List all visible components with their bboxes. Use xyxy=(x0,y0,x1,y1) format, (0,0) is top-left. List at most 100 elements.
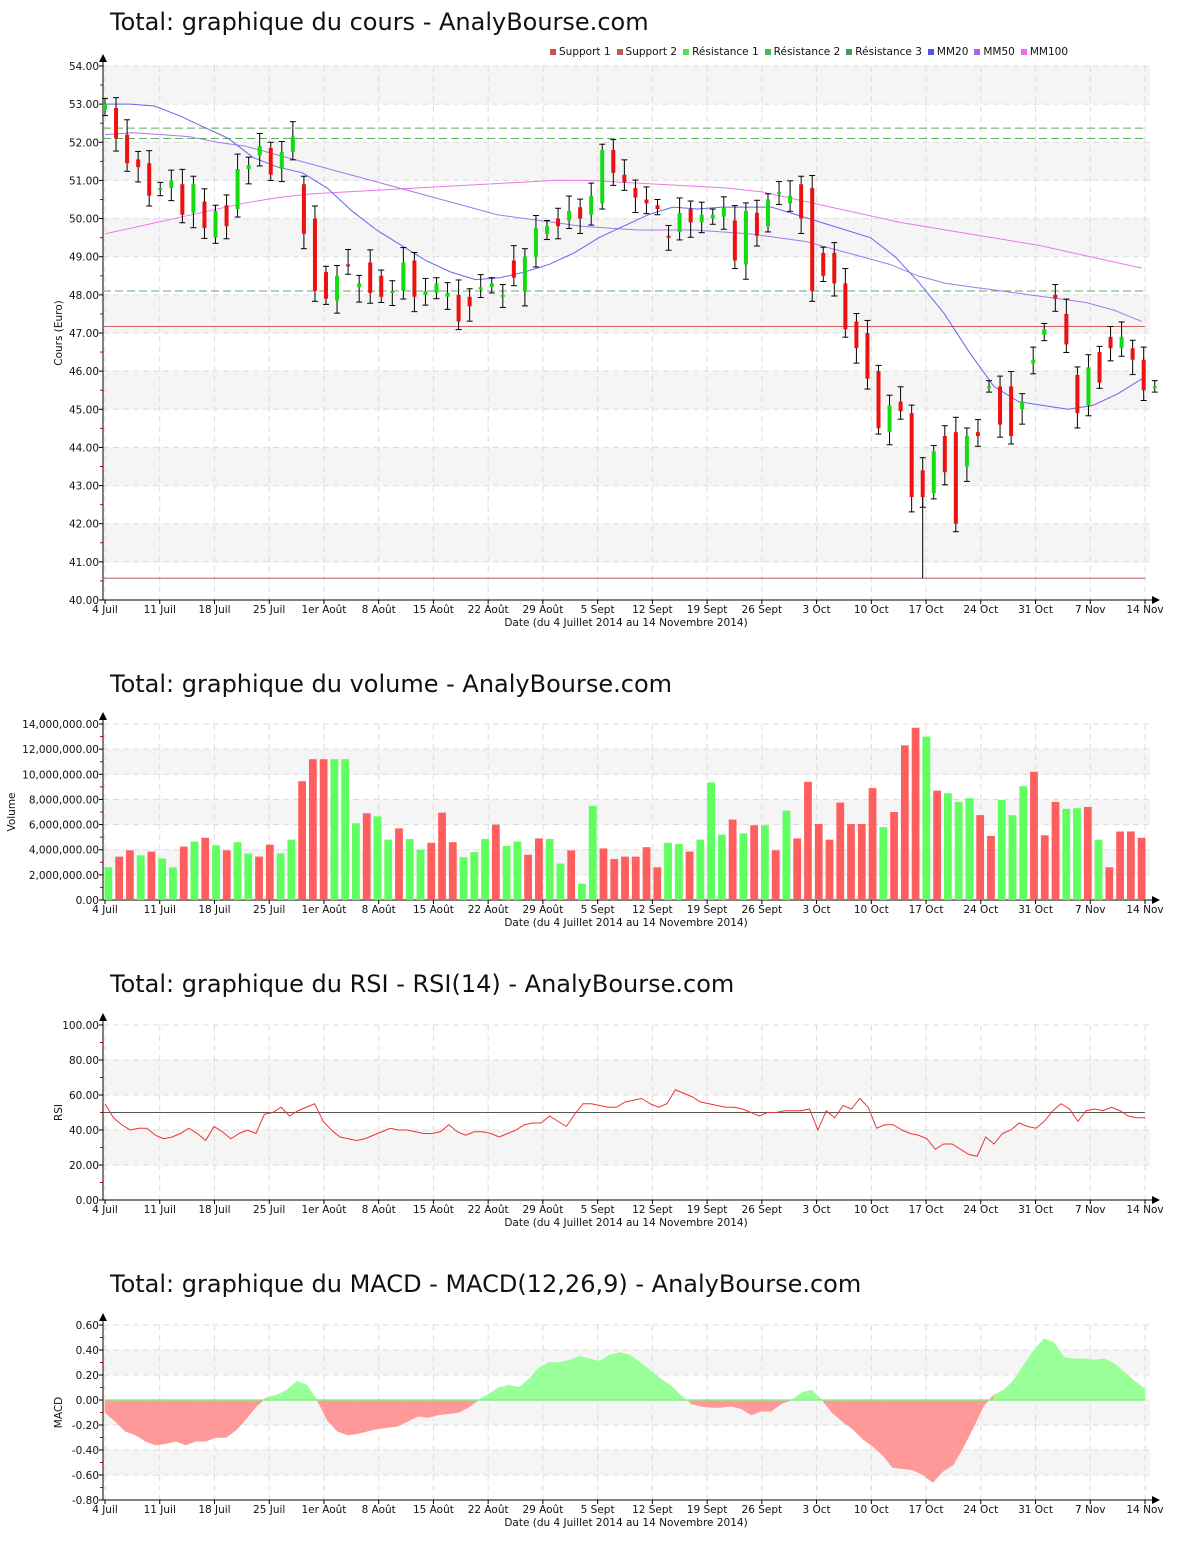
svg-text:4 Juil: 4 Juil xyxy=(92,1204,118,1216)
rsi-chart: 0.00 20.00 40.00 60.00 80.00 100.00 4 Juil 11 J… xyxy=(53,1013,1164,1229)
legend-item: Résistance 2 xyxy=(764,46,840,58)
svg-text:7 Nov: 7 Nov xyxy=(1075,1204,1106,1216)
svg-text:51.00: 51.00 xyxy=(69,175,99,187)
svg-text:26 Sept: 26 Sept xyxy=(742,604,783,616)
svg-text:29 Août: 29 Août xyxy=(522,1204,563,1216)
svg-text:Volume: Volume xyxy=(6,792,18,831)
svg-text:26 Sept: 26 Sept xyxy=(742,1204,783,1216)
svg-text:24 Oct: 24 Oct xyxy=(963,904,998,916)
svg-text:50.00: 50.00 xyxy=(69,214,99,226)
svg-text:Date (du 4 Juillet 2014 au 14: Date (du 4 Juillet 2014 au 14 Novembre 2… xyxy=(504,1217,747,1229)
svg-text:5 Sept: 5 Sept xyxy=(581,1504,615,1516)
svg-text:49.00: 49.00 xyxy=(69,252,99,264)
svg-text:60.00: 60.00 xyxy=(69,1090,99,1102)
svg-text:7 Nov: 7 Nov xyxy=(1075,1504,1106,1516)
svg-text:8,000,000.00: 8,000,000.00 xyxy=(29,794,99,806)
svg-text:41.00: 41.00 xyxy=(69,557,99,569)
svg-text:25 Juil: 25 Juil xyxy=(253,1204,285,1216)
svg-text:4,000,000.00: 4,000,000.00 xyxy=(29,845,99,857)
svg-text:22 Août: 22 Août xyxy=(468,1204,509,1216)
volume-chart: 0.00 2,000,000.00 4,000,000.00 6,000,000.00… xyxy=(6,712,1164,929)
legend-swatch-icon xyxy=(616,49,623,55)
legend-item: MM20 xyxy=(927,46,968,58)
svg-text:2,000,000.00: 2,000,000.00 xyxy=(29,870,99,882)
svg-text:44.00: 44.00 xyxy=(69,442,99,454)
svg-text:12,000,000.00: 12,000,000.00 xyxy=(22,744,99,756)
svg-text:3 Oct: 3 Oct xyxy=(802,904,830,916)
svg-text:0.00: 0.00 xyxy=(76,1395,99,1407)
svg-text:MACD: MACD xyxy=(53,1397,65,1428)
rsi-line xyxy=(104,1089,1145,1157)
svg-text:24 Oct: 24 Oct xyxy=(963,1204,998,1216)
svg-text:25 Juil: 25 Juil xyxy=(253,904,285,916)
svg-text:7 Nov: 7 Nov xyxy=(1075,904,1106,916)
svg-text:53.00: 53.00 xyxy=(69,99,99,111)
svg-text:22 Août: 22 Août xyxy=(468,904,509,916)
svg-text:19 Sept: 19 Sept xyxy=(687,904,728,916)
svg-text:14 Nov: 14 Nov xyxy=(1126,1204,1163,1216)
svg-text:12 Sept: 12 Sept xyxy=(632,904,673,916)
svg-text:17 Oct: 17 Oct xyxy=(909,1504,944,1516)
svg-text:0.00: 0.00 xyxy=(76,895,99,907)
svg-text:19 Sept: 19 Sept xyxy=(687,1504,728,1516)
svg-text:1er Août: 1er Août xyxy=(301,604,346,616)
svg-text:-0.80: -0.80 xyxy=(72,1495,99,1507)
svg-text:22 Août: 22 Août xyxy=(468,1504,509,1516)
legend-swatch-icon xyxy=(683,49,690,55)
macd-chart: -0.80 -0.60 -0.40 -0.20 0.00 0.20 0.40 0.60 4 Ju… xyxy=(53,1313,1164,1529)
svg-text:8 Août: 8 Août xyxy=(362,904,396,916)
svg-text:3 Oct: 3 Oct xyxy=(802,1504,830,1516)
svg-text:12 Sept: 12 Sept xyxy=(632,1504,673,1516)
candlesticks xyxy=(102,97,1158,579)
svg-text:22 Août: 22 Août xyxy=(468,604,509,616)
svg-text:29 Août: 29 Août xyxy=(522,604,563,616)
svg-text:17 Oct: 17 Oct xyxy=(909,1204,944,1216)
svg-text:3 Oct: 3 Oct xyxy=(802,604,830,616)
svg-text:48.00: 48.00 xyxy=(69,290,99,302)
svg-text:8 Août: 8 Août xyxy=(362,1504,396,1516)
svg-text:17 Oct: 17 Oct xyxy=(909,604,944,616)
svg-text:18 Juil: 18 Juil xyxy=(198,604,230,616)
svg-text:5 Sept: 5 Sept xyxy=(581,1204,615,1216)
rsi-chart-title: Total: graphique du RSI - RSI(14) - Anal… xyxy=(110,970,735,998)
svg-text:8 Août: 8 Août xyxy=(362,604,396,616)
legend-swatch-icon xyxy=(846,49,853,55)
svg-text:Date (du 4 Juillet 2014 au 14: Date (du 4 Juillet 2014 au 14 Novembre 2… xyxy=(504,917,747,929)
svg-text:25 Juil: 25 Juil xyxy=(253,1504,285,1516)
svg-text:4 Juil: 4 Juil xyxy=(92,904,118,916)
svg-text:18 Juil: 18 Juil xyxy=(198,1204,230,1216)
legend-item: Résistance 1 xyxy=(683,46,759,58)
svg-text:18 Juil: 18 Juil xyxy=(198,904,230,916)
svg-text:0.60: 0.60 xyxy=(76,1320,99,1332)
legend-swatch-icon xyxy=(974,49,981,55)
svg-text:10 Oct: 10 Oct xyxy=(854,604,889,616)
svg-text:-0.20: -0.20 xyxy=(72,1420,99,1432)
svg-text:29 Août: 29 Août xyxy=(522,1504,563,1516)
svg-text:1er Août: 1er Août xyxy=(301,904,346,916)
svg-text:Date (du 4 Juillet 2014 au 14: Date (du 4 Juillet 2014 au 14 Novembre 2… xyxy=(504,617,747,629)
svg-text:47.00: 47.00 xyxy=(69,328,99,340)
svg-text:18 Juil: 18 Juil xyxy=(198,1504,230,1516)
svg-text:8 Août: 8 Août xyxy=(362,1204,396,1216)
macd-chart-title: Total: graphique du MACD - MACD(12,26,9)… xyxy=(110,1270,862,1298)
svg-text:54.00: 54.00 xyxy=(69,61,99,73)
svg-text:14 Nov: 14 Nov xyxy=(1126,1504,1163,1516)
macd-area xyxy=(104,1338,1146,1484)
price-chart-legend: Support 1 Support 2 Résistance 1 Résistance… xyxy=(550,46,1068,58)
legend-item: Support 1 xyxy=(550,46,611,58)
svg-text:7 Nov: 7 Nov xyxy=(1075,604,1106,616)
svg-text:11 Juil: 11 Juil xyxy=(144,904,176,916)
legend-item: Support 2 xyxy=(616,46,677,58)
svg-text:Cours (Euro): Cours (Euro) xyxy=(53,300,65,366)
svg-text:RSI: RSI xyxy=(53,1104,65,1121)
svg-text:43.00: 43.00 xyxy=(69,481,99,493)
svg-text:31 Oct: 31 Oct xyxy=(1018,1204,1053,1216)
svg-text:26 Sept: 26 Sept xyxy=(742,1504,783,1516)
svg-text:31 Oct: 31 Oct xyxy=(1018,1504,1053,1516)
svg-text:1er Août: 1er Août xyxy=(301,1204,346,1216)
svg-text:12 Sept: 12 Sept xyxy=(632,604,673,616)
svg-text:46.00: 46.00 xyxy=(69,366,99,378)
svg-text:100.00: 100.00 xyxy=(62,1020,99,1032)
svg-text:5 Sept: 5 Sept xyxy=(581,904,615,916)
svg-text:19 Sept: 19 Sept xyxy=(687,604,728,616)
